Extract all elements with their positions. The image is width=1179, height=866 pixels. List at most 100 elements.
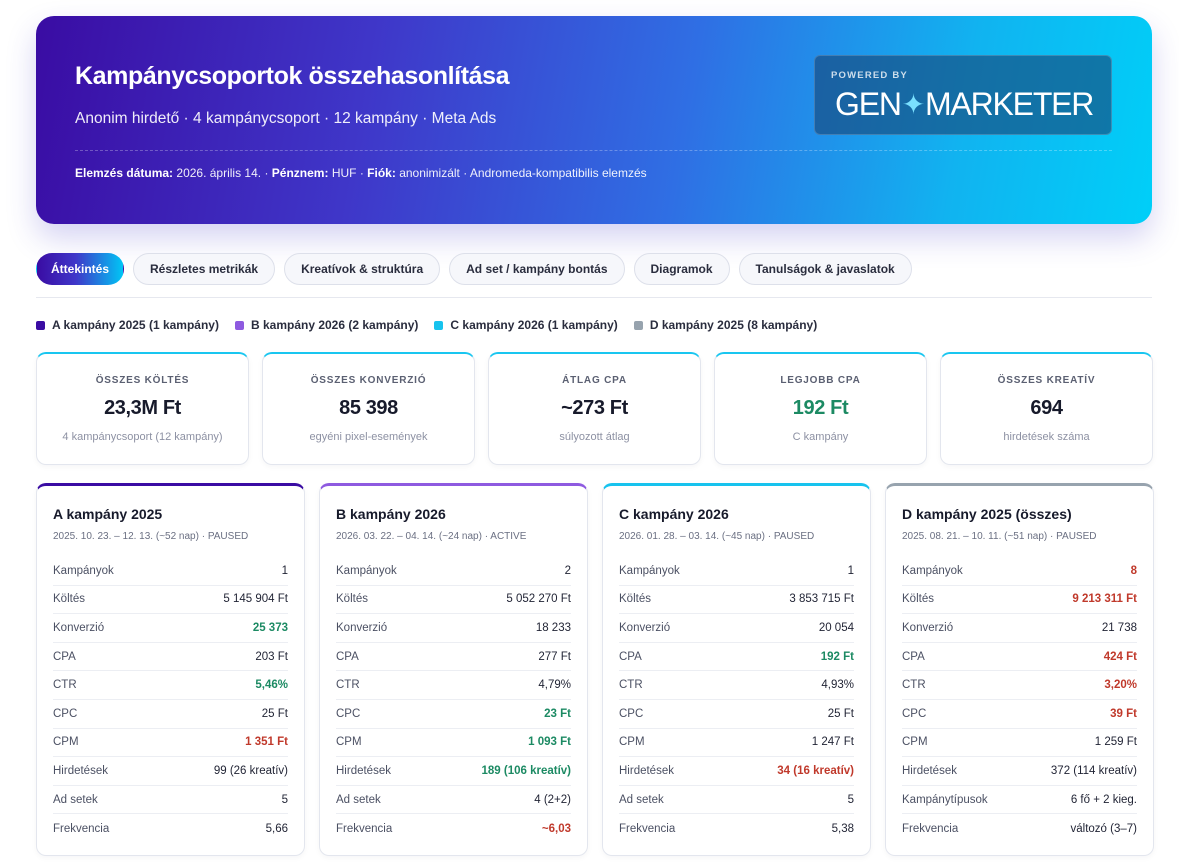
tab-insights[interactable]: Tanulságok & javaslatok xyxy=(738,253,912,285)
currency-value: HUF · xyxy=(331,166,364,180)
metric-label: Hirdetések xyxy=(902,764,957,777)
metric-row: Frekvencia ~6,03 xyxy=(336,814,571,843)
metric-row: CPM 1 093 Ft xyxy=(336,729,571,758)
kpi-caption: 4 kampánycsoport (12 kampány) xyxy=(62,431,223,443)
kpi-value: 192 Ft xyxy=(792,397,849,419)
metric-label: CTR xyxy=(336,679,360,692)
metric-value: 4 (2+2) xyxy=(534,793,571,806)
card-title: A kampány 2025 xyxy=(53,506,163,522)
metric-row: Kampányok 2 xyxy=(336,557,571,586)
metric-row: Konverzió 20 054 xyxy=(619,614,854,643)
metric-label: Kampánytípusok xyxy=(902,793,988,806)
metric-label: Hirdetések xyxy=(336,764,391,777)
metric-label: Költés xyxy=(53,593,85,606)
metric-label: CPA xyxy=(53,650,76,663)
metric-value: 6 fő + 2 kieg. xyxy=(1070,793,1137,806)
metric-label: Frekvencia xyxy=(336,822,393,835)
metric-row: Hirdetések 189 (106 kreatív) xyxy=(336,757,571,786)
metric-value: 3,20% xyxy=(1104,679,1137,692)
metric-label: Ad setek xyxy=(336,793,381,806)
metric-label: Kampányok xyxy=(336,564,397,577)
metric-value: 203 Ft xyxy=(255,650,288,663)
metric-row: Kampányok 1 xyxy=(619,557,854,586)
metric-list: Kampányok 8 Költés 9 213 311 Ft Konverzió 21 … xyxy=(902,557,1137,843)
metric-row: CTR 3,20% xyxy=(902,671,1137,700)
metric-row: Konverzió 25 373 xyxy=(53,614,288,643)
metric-value: változó (3–7) xyxy=(1070,822,1137,835)
card-period: 2026. 03. 22. – 04. 14. (~24 nap) · ACTI… xyxy=(336,531,527,542)
metric-list: Kampányok 1 Költés 3 853 715 Ft Konverzió 20 … xyxy=(619,557,854,843)
metric-value: 23 Ft xyxy=(544,707,571,720)
metric-row: Kampányok 1 xyxy=(53,557,288,586)
metric-row: CPA 277 Ft xyxy=(336,643,571,672)
metric-value: 189 (106 kreatív) xyxy=(481,764,571,777)
metric-label: Költés xyxy=(619,593,651,606)
metric-label: CPC xyxy=(619,707,644,720)
metric-label: CPA xyxy=(902,650,925,663)
campaign-card-d: D kampány 2025 (összes) 2025. 08. 21. – 1… xyxy=(885,483,1154,856)
tab-adset-breakdown[interactable]: Ad set / kampány bontás xyxy=(449,253,625,285)
metric-label: CTR xyxy=(902,679,926,692)
metric-list: Kampányok 2 Költés 5 052 270 Ft Konverzió 18 … xyxy=(336,557,571,843)
metric-label: Frekvencia xyxy=(619,822,676,835)
metric-value: 3 853 715 Ft xyxy=(789,593,854,606)
campaign-cards: A kampány 2025 2025. 10. 23. – 12. 13. (~… xyxy=(36,483,1154,856)
metric-value: 2 xyxy=(564,564,571,577)
metric-list: Kampányok 1 Költés 5 145 904 Ft Konverzió 25 … xyxy=(53,557,288,843)
report-header: Kampánycsoportok összehasonlítása Anonim… xyxy=(36,16,1152,224)
metric-row: Kampányok 8 xyxy=(902,557,1137,586)
kpi-value: 694 xyxy=(1030,397,1063,419)
card-title: D kampány 2025 (összes) xyxy=(902,506,1072,522)
kpi-summary: ÖSSZES KÖLTÉS 23,3M Ft 4 kampánycsoport … xyxy=(36,352,1153,465)
kpi-value: 85 398 xyxy=(339,397,398,419)
sparkle-icon: ✦ xyxy=(901,89,925,120)
tab-creatives-structure[interactable]: Kreatívok & struktúra xyxy=(284,253,441,285)
legend-swatch xyxy=(234,320,244,330)
metric-label: Ad setek xyxy=(53,793,98,806)
legend-item: A kampány 2025 (1 kampány) xyxy=(36,318,219,332)
metric-value: 5 052 270 Ft xyxy=(506,593,571,606)
kpi-total-creatives: ÖSSZES KREATÍV 694 hirdetések száma xyxy=(940,352,1153,465)
metric-row: Hirdetések 99 (26 kreatív) xyxy=(53,757,288,786)
metric-value: 5,46% xyxy=(255,679,288,692)
account-value: anonimizált · Andromeda-kompatibilis ele… xyxy=(399,166,647,180)
kpi-caption: egyéni pixel-események xyxy=(309,431,428,443)
metric-value: 277 Ft xyxy=(538,650,571,663)
metric-row: Költés 9 213 311 Ft xyxy=(902,586,1137,615)
card-title: B kampány 2026 xyxy=(336,506,446,522)
legend-item: C kampány 2026 (1 kampány) xyxy=(434,318,618,332)
kpi-best-cpa: LEGJOBB CPA 192 Ft C kampány xyxy=(714,352,927,465)
tab-charts[interactable]: Diagramok xyxy=(633,253,730,285)
legend-swatch xyxy=(36,320,45,330)
page-title: Kampánycsoportok összehasonlítása xyxy=(75,62,510,90)
powered-by-badge: POWERED BY GEN ✦ MARKETER xyxy=(814,55,1112,135)
metric-label: CPC xyxy=(336,707,361,720)
metric-label: CPA xyxy=(336,650,359,663)
legend-item: B kampány 2026 (2 kampány) xyxy=(234,318,418,332)
metric-row: Hirdetések 34 (16 kreatív) xyxy=(619,757,854,786)
metric-value: ~6,03 xyxy=(541,822,571,835)
metric-label: Ad setek xyxy=(619,793,664,806)
kpi-label: ÖSSZES KONVERZIÓ xyxy=(310,375,427,386)
legend-label: D kampány 2025 (8 kampány) xyxy=(649,318,818,332)
tab-overview[interactable]: Áttekintés xyxy=(36,253,125,285)
metric-row: CPM 1 351 Ft xyxy=(53,729,288,758)
metric-label: Költés xyxy=(336,593,368,606)
metric-label: Kampányok xyxy=(53,564,114,577)
metric-row: CPC 25 Ft xyxy=(619,700,854,729)
metric-label: CTR xyxy=(619,679,643,692)
metric-row: CPC 25 Ft xyxy=(53,700,288,729)
metric-label: Frekvencia xyxy=(902,822,959,835)
metric-value: 25 373 xyxy=(252,621,288,634)
metric-value: 25 Ft xyxy=(261,707,288,720)
campaign-legend: A kampány 2025 (1 kampány) B kampány 202… xyxy=(36,318,817,332)
currency-label: Pénznem: xyxy=(271,166,329,180)
tab-detailed-metrics[interactable]: Részletes metrikák xyxy=(133,253,276,285)
metric-row: Költés 5 052 270 Ft xyxy=(336,586,571,615)
kpi-average-cpa: ÁTLAG CPA ~273 Ft súlyozott átlag xyxy=(488,352,701,465)
date-value: 2026. április 14. · xyxy=(176,166,269,180)
card-period: 2025. 10. 23. – 12. 13. (~52 nap) · PAUS… xyxy=(53,531,249,542)
kpi-label: LEGJOBB CPA xyxy=(780,375,861,386)
metric-row: CPA 203 Ft xyxy=(53,643,288,672)
metric-value: 5 145 904 Ft xyxy=(223,593,288,606)
